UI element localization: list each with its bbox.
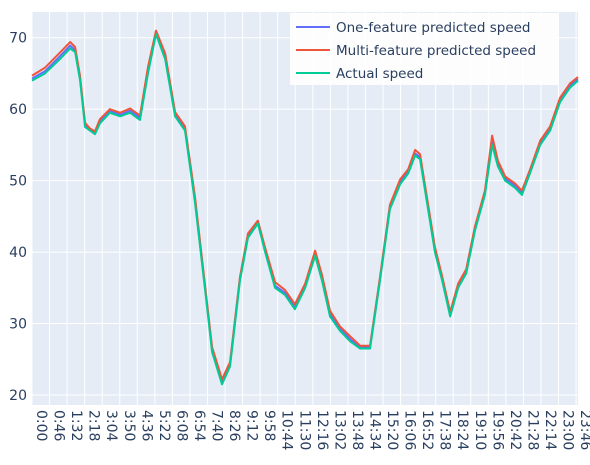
x-tick-label: 18:24	[454, 410, 470, 450]
x-tick-label: 21:28	[524, 410, 540, 450]
x-tick-label: 19:10	[472, 410, 488, 450]
x-tick-label: 23:46	[577, 410, 590, 450]
x-tick-label: 3:50	[121, 410, 137, 441]
y-tick-label: 50	[9, 174, 27, 190]
x-tick-label: 0:00	[33, 410, 49, 441]
x-tick-label: 3:04	[103, 410, 119, 442]
x-tick-label: 11:30	[296, 410, 312, 450]
y-tick-label: 30	[9, 317, 27, 333]
x-tick-label: 15:20	[384, 410, 400, 450]
x-tick-label: 10:44	[279, 410, 295, 450]
x-tick-label: 2:18	[86, 410, 102, 441]
legend-label[interactable]: Multi-feature predicted speed	[336, 43, 536, 59]
x-tick-label: 14:34	[366, 410, 382, 450]
x-tick-label: 23:00	[560, 410, 576, 450]
x-tick-label: 1:32	[68, 410, 84, 441]
x-tick-label: 12:16	[314, 410, 330, 450]
legend-label[interactable]: One-feature predicted speed	[336, 20, 531, 36]
x-tick-label: 4:36	[138, 410, 154, 442]
x-tick-label: 6:54	[191, 410, 207, 442]
x-tick-label: 8:26	[226, 410, 242, 442]
x-tick-label: 22:14	[542, 410, 558, 450]
series-line	[31, 33, 579, 386]
x-tick-label: 20:42	[507, 410, 523, 450]
x-tick-label: 9:12	[244, 410, 260, 441]
y-tick-label: 70	[9, 31, 27, 47]
x-tick-label: 16:52	[419, 410, 435, 450]
x-tick-label: 17:38	[437, 410, 453, 450]
x-tick-label: 5:22	[156, 410, 172, 441]
x-tick-label: 19:56	[489, 410, 505, 450]
legend-box	[290, 13, 558, 85]
legend-label[interactable]: Actual speed	[336, 66, 423, 82]
y-tick-label: 40	[9, 245, 27, 261]
x-tick-label: 13:48	[349, 410, 365, 450]
x-tick-label: 9:58	[261, 410, 277, 441]
x-tick-label: 0:46	[51, 410, 67, 442]
x-tick-label: 7:40	[209, 410, 225, 441]
y-tick-label: 20	[9, 388, 27, 404]
x-tick-label: 16:06	[402, 410, 418, 450]
x-tick-label: 13:02	[331, 410, 347, 450]
y-tick-label: 60	[9, 102, 27, 118]
x-tick-label: 6:08	[173, 410, 189, 441]
